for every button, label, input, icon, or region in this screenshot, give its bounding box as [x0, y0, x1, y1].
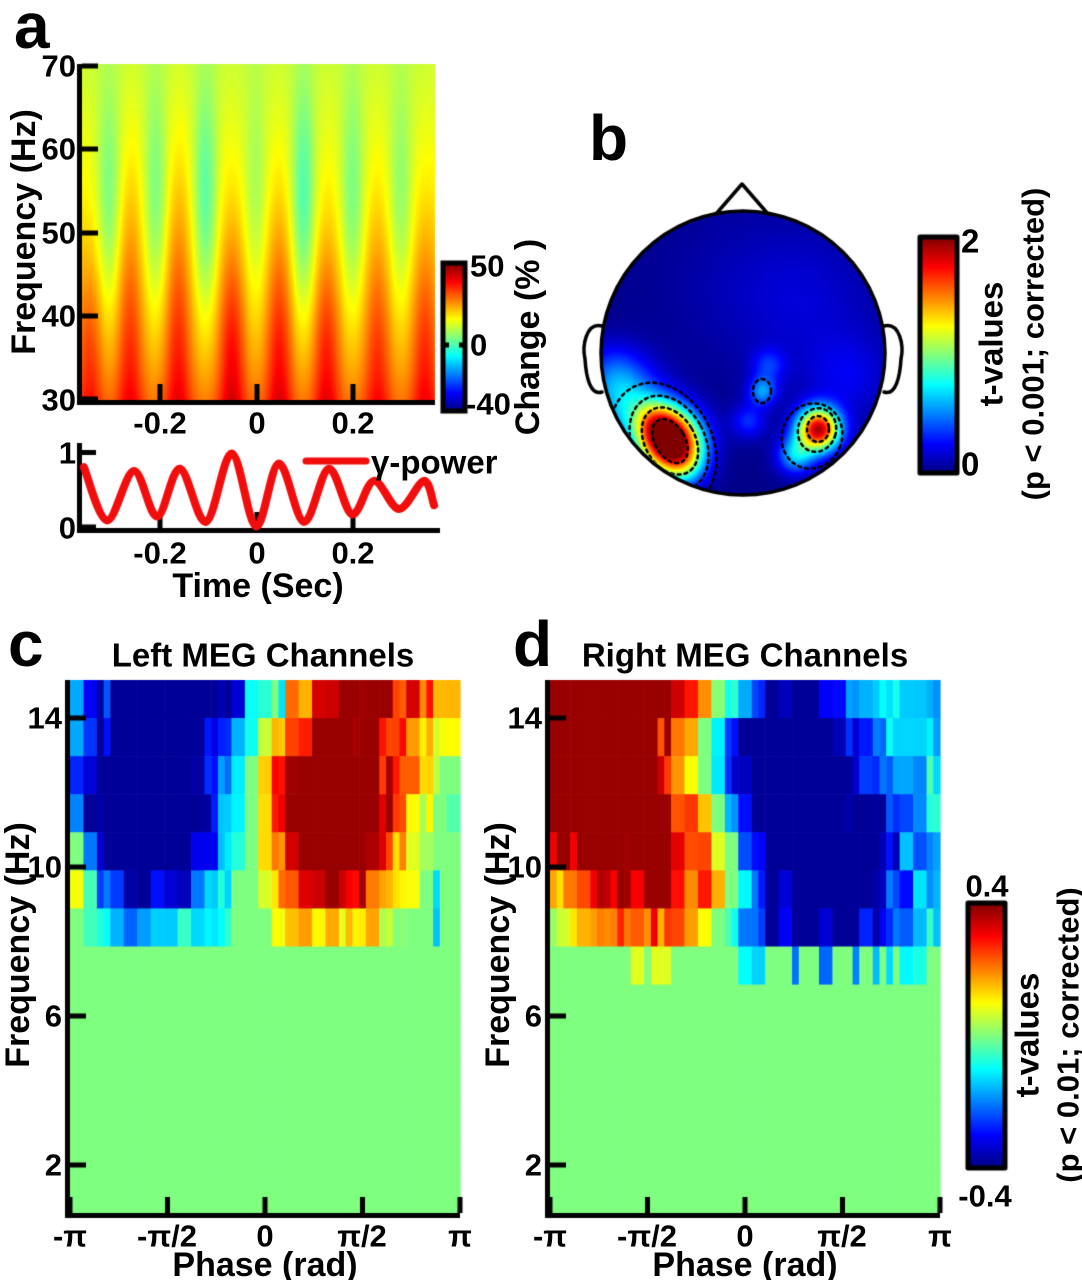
- spectrogram-xtick-neg02: -0.2: [133, 405, 187, 441]
- panel-letter-c: c: [8, 608, 44, 680]
- change-colorbar-tick-neg40: -40: [466, 386, 511, 422]
- panel-d-ytick-14: 14: [507, 700, 542, 736]
- panel-d-xtick-0: 0: [736, 1218, 754, 1254]
- panel-c-xtick-0: 0: [256, 1218, 274, 1254]
- panel-d-xtick-pi: π: [928, 1218, 952, 1254]
- panel-d-x-axis-label: Phase (rad): [652, 1246, 838, 1280]
- tvalue-colorbar-b-label: t-values: [972, 281, 1010, 407]
- panel-d-xtick-negpi: -π: [532, 1218, 568, 1254]
- spectrogram-ytick-70: 70: [41, 48, 76, 84]
- panel-d-ytick-6: 6: [524, 998, 542, 1034]
- panel-letter-d: d: [513, 608, 553, 680]
- spectrogram-xtick-02: 0.2: [331, 405, 375, 441]
- panel-c-ytick-10: 10: [27, 849, 62, 885]
- panel-d-xtick-negpi2: -π/2: [617, 1218, 677, 1254]
- panel-c-xtick-negpi: -π: [52, 1218, 88, 1254]
- gamma-power-legend-label: γ-power: [371, 443, 498, 481]
- tvalue-colorbar-b-tick-0: 0: [961, 445, 980, 483]
- trace-ytick-0: 0: [58, 510, 76, 546]
- panel-c-ytick-14: 14: [27, 700, 62, 736]
- change-colorbar-tick-50: 50: [470, 248, 505, 284]
- trace-xtick-neg02: -0.2: [133, 535, 187, 571]
- panel-c-ytick-2: 2: [44, 1147, 62, 1183]
- panel-c-xtick-negpi2: -π/2: [137, 1218, 197, 1254]
- tvalue-colorbar-cd-sublabel: (p < 0.01; corrected): [1050, 887, 1082, 1183]
- panel-d-ytick-2: 2: [524, 1147, 542, 1183]
- panel-d-ytick-10: 10: [507, 849, 542, 885]
- panel-c-x-axis-label: Phase (rad): [172, 1246, 358, 1280]
- tvalue-colorbar-cd-tick-04: 0.4: [965, 868, 1009, 904]
- panel-letter-b: b: [589, 102, 629, 174]
- tvalue-colorbar-cd-label: t-values: [1008, 972, 1046, 1098]
- spectrogram-y-axis-label: Frequency (Hz): [5, 109, 43, 355]
- change-colorbar-tick-0: 0: [470, 327, 488, 363]
- panel-c-xtick-pi: π: [448, 1218, 472, 1254]
- tvalue-colorbar-b-tick-2: 2: [961, 222, 980, 260]
- spectrogram-ytick-60: 60: [41, 131, 76, 167]
- panel-d-title: Right MEG Channels: [581, 636, 909, 674]
- panel-c-xtick-pi2: π/2: [337, 1218, 387, 1254]
- spectrogram-ytick-40: 40: [41, 298, 76, 334]
- panel-d-xtick-pi2: π/2: [817, 1218, 867, 1254]
- trace-xtick-02: 0.2: [331, 535, 375, 571]
- trace-x-axis-label: Time (Sec): [172, 567, 344, 605]
- panel-c-title: Left MEG Channels: [111, 636, 415, 674]
- spectrogram-ytick-30: 30: [41, 382, 76, 418]
- tvalue-colorbar-b-sublabel: (p < 0.001; corrected): [1015, 187, 1051, 501]
- tvalue-colorbar-cd-tick-neg04: -0.4: [958, 1178, 1012, 1214]
- panel-c-ytick-6: 6: [44, 998, 62, 1034]
- spectrogram-xtick-0: 0: [248, 405, 266, 441]
- trace-ytick-1: 1: [58, 435, 76, 471]
- panel-letter-a: a: [14, 0, 50, 62]
- trace-xtick-0: 0: [248, 535, 266, 571]
- spectrogram-ytick-50: 50: [41, 215, 76, 251]
- change-colorbar-label: Change (% ): [509, 238, 547, 436]
